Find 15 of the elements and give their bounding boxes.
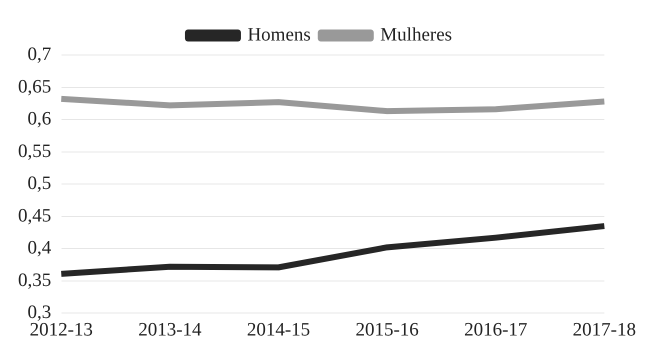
x-tick-label: 2015-16 — [355, 320, 419, 341]
y-tick-label: 0,7 — [28, 44, 52, 65]
legend-label: Mulheres — [380, 24, 452, 46]
y-tick-label: 0,6 — [28, 108, 52, 130]
x-tick-label: 2017-18 — [572, 320, 636, 341]
x-tick-label: 2016-17 — [464, 320, 528, 341]
x-tick-label: 2013-14 — [138, 320, 202, 341]
legend-label: Homens — [247, 24, 311, 46]
x-tick-label: 2014-15 — [246, 320, 310, 341]
y-tick-label: 0,55 — [18, 140, 52, 162]
y-tick-label: 0,65 — [18, 76, 52, 98]
y-tick-label: 0,35 — [18, 270, 52, 291]
y-tick-label: 0,45 — [18, 205, 52, 226]
y-tick-label: 0,4 — [28, 238, 52, 259]
y-tick-label: 0,5 — [28, 173, 52, 194]
